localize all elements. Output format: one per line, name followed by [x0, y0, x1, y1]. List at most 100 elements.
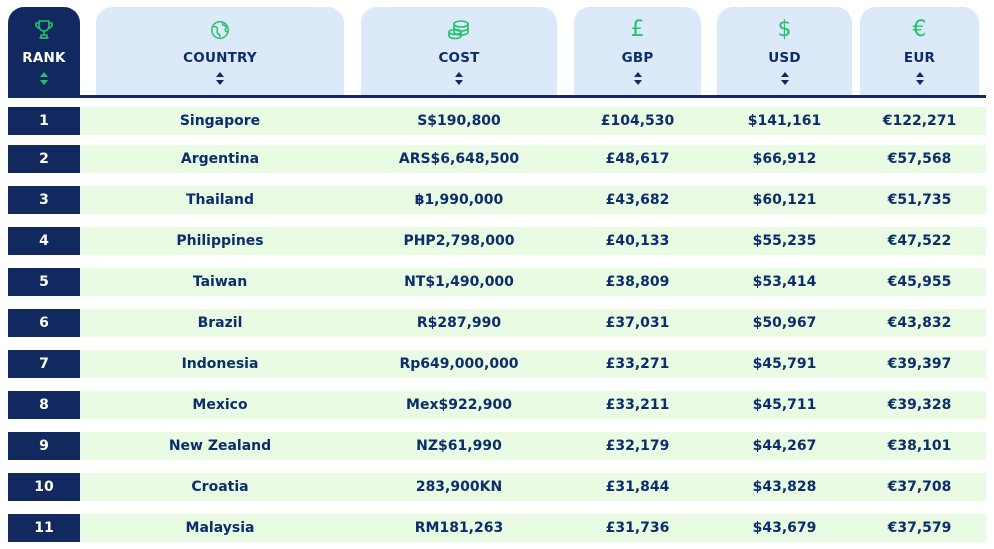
usd-cell: $66,912 — [752, 151, 817, 167]
trophy-icon — [32, 18, 56, 42]
table-row: 6 Brazil R$287,990 £37,031 $50,967 €43,8… — [8, 309, 986, 337]
eur-cell: €57,568 — [887, 151, 952, 167]
row-background — [80, 350, 986, 378]
sort-icon[interactable] — [633, 72, 643, 86]
rank-cell: 5 — [8, 268, 80, 296]
gbp-cell: £33,211 — [605, 397, 670, 413]
table-row: 8 Mexico Mex$922,900 £33,211 $45,711 €39… — [8, 391, 986, 419]
row-background — [80, 309, 986, 337]
eur-cell: €39,397 — [887, 356, 952, 372]
gbp-cell: £31,736 — [605, 520, 670, 536]
row-background — [80, 227, 986, 255]
eur-cell: €51,735 — [887, 192, 952, 208]
sort-icon[interactable] — [915, 72, 925, 86]
country-cell: Indonesia — [181, 356, 259, 372]
sort-icon[interactable] — [215, 72, 225, 86]
row-background — [80, 107, 986, 135]
eur-cell: €38,101 — [887, 438, 952, 454]
cost-cell: NZ$61,990 — [416, 438, 502, 454]
gbp-cell: £38,809 — [605, 274, 670, 290]
row-background — [80, 186, 986, 214]
header-eur-label: EUR — [903, 50, 936, 66]
header-divider — [8, 95, 986, 98]
usd-cell: $43,679 — [752, 520, 817, 536]
cost-cell: ARS$6,648,500 — [398, 151, 520, 167]
table-row: 9 New Zealand NZ$61,990 £32,179 $44,267 … — [8, 432, 986, 460]
rank-cell: 2 — [8, 145, 80, 173]
usd-cell: $44,267 — [752, 438, 817, 454]
eur-cell: €37,708 — [887, 479, 952, 495]
header-rank-label: RANK — [22, 50, 66, 66]
usd-cell: $53,414 — [752, 274, 817, 290]
sort-icon[interactable] — [454, 72, 464, 86]
eur-cell: €37,579 — [887, 520, 952, 536]
table-row: 2 Argentina ARS$6,648,500 £48,617 $66,91… — [8, 145, 986, 173]
eur-cell: €43,832 — [887, 315, 952, 331]
country-cell: Philippines — [176, 233, 264, 249]
usd-cell: $43,828 — [752, 479, 817, 495]
eur-cell: €45,955 — [887, 274, 952, 290]
eur-cell: €47,522 — [887, 233, 952, 249]
cost-cell: S$190,800 — [417, 113, 501, 129]
table-row: 4 Philippines PHP2,798,000 £40,133 $55,2… — [8, 227, 986, 255]
gbp-cell: £43,682 — [605, 192, 670, 208]
header-usd[interactable]: $ USD — [717, 7, 852, 95]
rank-cell: 11 — [8, 514, 80, 542]
sort-icon[interactable] — [780, 72, 790, 86]
cost-cell: 283,900KN — [415, 479, 503, 495]
row-background — [80, 473, 986, 501]
usd-cell: $50,967 — [752, 315, 817, 331]
country-cell: Singapore — [179, 113, 261, 129]
header-country-label: COUNTRY — [183, 50, 257, 66]
gbp-cell: £37,031 — [605, 315, 670, 331]
dollar-icon: $ — [777, 17, 792, 42]
table-row: 11 Malaysia RM181,263 £31,736 $43,679 €3… — [8, 514, 986, 542]
table-row: 3 Thailand ฿1,990,000 £43,682 $60,121 €5… — [8, 186, 986, 214]
cost-cell: R$287,990 — [416, 315, 502, 331]
cost-cell: Mex$922,900 — [406, 397, 512, 413]
rank-cell: 10 — [8, 473, 80, 501]
rank-cell: 4 — [8, 227, 80, 255]
header-usd-label: USD — [768, 50, 801, 66]
table-row: 7 Indonesia Rp649,000,000 £33,271 $45,79… — [8, 350, 986, 378]
table-row: 5 Taiwan NT$1,490,000 £38,809 $53,414 €4… — [8, 268, 986, 296]
euro-icon: € — [912, 17, 927, 42]
cost-cell: RM181,263 — [414, 520, 504, 536]
rank-cell: 1 — [8, 107, 80, 135]
header-rank[interactable]: RANK — [8, 7, 80, 95]
coins-icon — [447, 18, 471, 42]
eur-cell: €39,328 — [887, 397, 952, 413]
rank-cell: 8 — [8, 391, 80, 419]
row-background — [80, 514, 986, 542]
rank-cell: 3 — [8, 186, 80, 214]
country-cell: Taiwan — [192, 274, 248, 290]
pound-icon: £ — [630, 17, 645, 42]
country-cell: Argentina — [180, 151, 260, 167]
header-cost[interactable]: COST — [361, 7, 557, 95]
rank-cell: 6 — [8, 309, 80, 337]
row-background — [80, 145, 986, 173]
cost-cell: PHP2,798,000 — [403, 233, 515, 249]
country-cell: New Zealand — [168, 438, 272, 454]
cost-cell: Rp649,000,000 — [399, 356, 519, 372]
usd-cell: $45,791 — [752, 356, 817, 372]
usd-cell: $55,235 — [752, 233, 817, 249]
header-eur[interactable]: € EUR — [860, 7, 979, 95]
row-background — [80, 391, 986, 419]
row-background — [80, 432, 986, 460]
globe-icon — [209, 18, 231, 42]
sort-icon[interactable] — [39, 72, 49, 86]
header-gbp[interactable]: £ GBP — [574, 7, 701, 95]
country-cell: Mexico — [192, 397, 248, 413]
country-cell: Brazil — [197, 315, 243, 331]
usd-cell: $141,161 — [747, 113, 822, 129]
country-cell: Croatia — [191, 479, 249, 495]
usd-cell: $60,121 — [752, 192, 817, 208]
gbp-cell: £32,179 — [605, 438, 670, 454]
gbp-cell: £40,133 — [605, 233, 670, 249]
header-country[interactable]: COUNTRY — [96, 7, 344, 95]
gbp-cell: £104,530 — [600, 113, 675, 129]
gbp-cell: £31,844 — [605, 479, 670, 495]
gbp-cell: £48,617 — [605, 151, 670, 167]
eur-cell: €122,271 — [882, 113, 957, 129]
